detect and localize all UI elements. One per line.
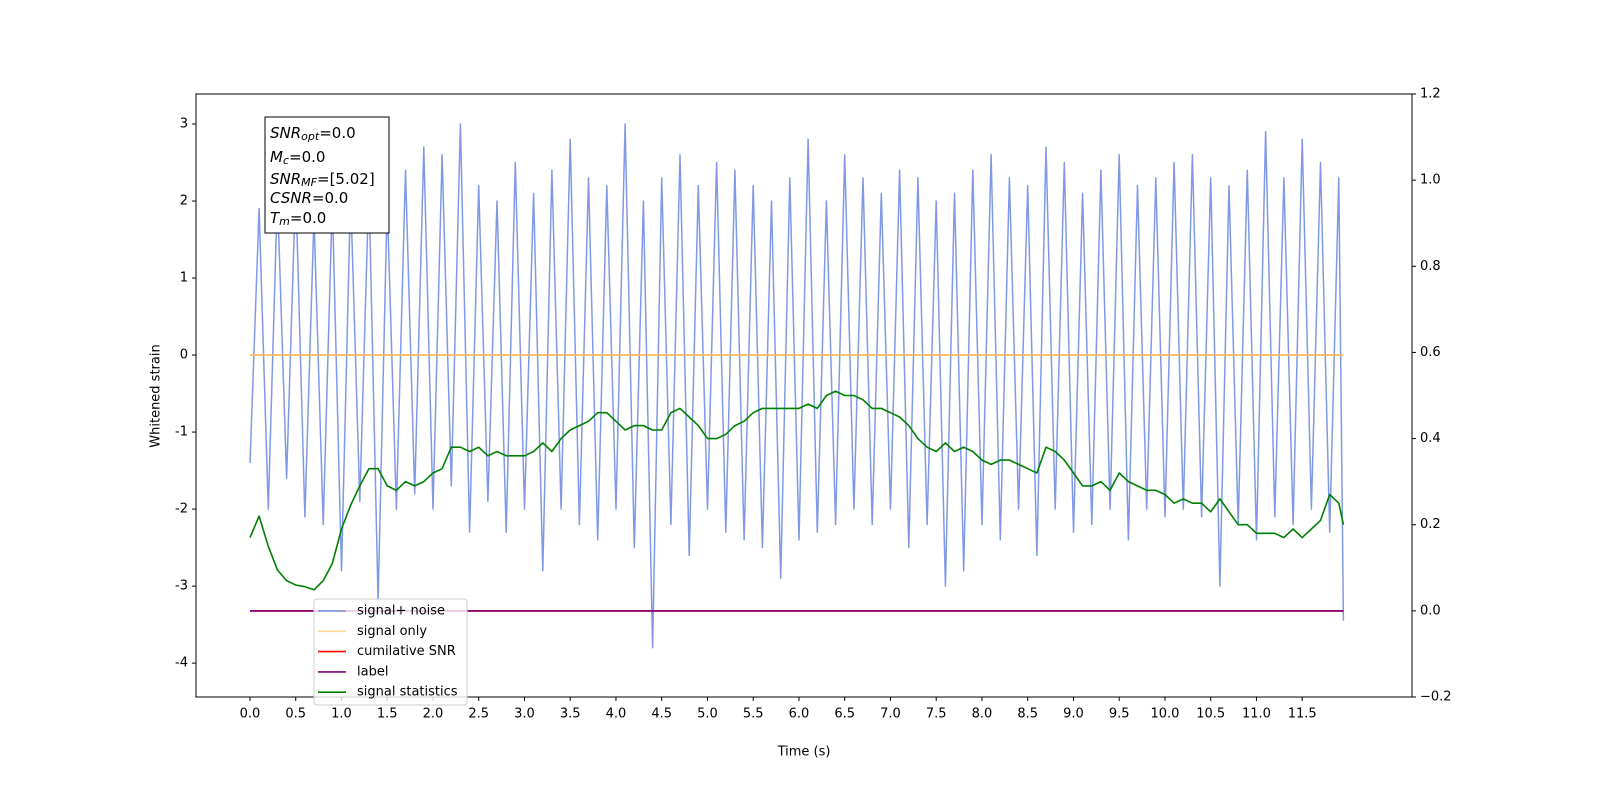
y-tick-label: -1: [175, 425, 188, 440]
annotation-line: SNRMF=[5.02]: [270, 170, 375, 190]
annotation-symbol: SNR: [270, 124, 301, 142]
annotation-symbol: T: [270, 209, 281, 227]
x-tick-label: 7.5: [926, 707, 947, 722]
annotation-value: =0.0: [289, 148, 325, 166]
legend-label: signal only: [357, 624, 427, 639]
x-tick-label: 7.0: [880, 707, 901, 722]
annotation-line: CSNR=0.0: [270, 189, 348, 207]
data-line: [249, 123, 1345, 649]
x-tick-label: 2.0: [423, 707, 444, 722]
x-tick-label: 11.0: [1242, 707, 1271, 722]
y-tick-label: 1: [180, 271, 188, 286]
y-tick-label: -4: [175, 656, 188, 671]
x-tick-label: 3.0: [514, 707, 535, 722]
legend-label: signal+ noise: [357, 604, 445, 619]
annotation-symbol: CSNR: [270, 189, 312, 207]
y-tick-label: 2: [180, 194, 188, 209]
x-tick-label: 6.0: [789, 707, 810, 722]
legend-box: [313, 598, 468, 706]
x-tick-label: 4.0: [606, 707, 627, 722]
x-tick-label: 9.5: [1109, 707, 1130, 722]
annotation-line: SNRopt=0.0: [270, 124, 356, 144]
y-tick-label: 3: [180, 117, 188, 132]
y-tick-label: 0: [180, 348, 188, 363]
annotation-line: Mc=0.0: [270, 148, 325, 168]
annotation-box: [264, 116, 390, 234]
annotation-value: =0.0: [312, 189, 348, 207]
legend-label: signal statistics: [357, 685, 458, 700]
y2-tick-label: 0.2: [1420, 517, 1441, 532]
y2-tick-label: −0.2: [1420, 690, 1452, 705]
legend-label: cumilative SNR: [357, 644, 456, 659]
x-tick-label: 1.5: [377, 707, 398, 722]
x-tick-label: 4.5: [651, 707, 672, 722]
annotation-subscript: m: [279, 215, 290, 228]
x-tick-label: 0.5: [285, 707, 306, 722]
x-tick-label: 0.0: [240, 707, 261, 722]
y-tick-label: -3: [175, 579, 188, 594]
y2-tick-label: 0.8: [1420, 259, 1441, 274]
x-tick-label: 9.0: [1063, 707, 1084, 722]
y-axis-label: Whitened strain: [149, 344, 164, 447]
annotation-line: Tm=0.0: [270, 209, 326, 229]
x-tick-label: 5.5: [743, 707, 764, 722]
y2-tick-label: 1.2: [1420, 87, 1441, 102]
plot-frame: [195, 93, 1413, 698]
annotation-symbol: SNR: [270, 170, 301, 188]
legend-label: label: [357, 664, 388, 679]
y-tick-label: -2: [175, 502, 188, 517]
annotation-symbol: M: [270, 148, 283, 166]
y2-tick-label: 0.6: [1420, 345, 1441, 360]
x-axis-label: Time (s): [777, 745, 831, 760]
y2-tick-label: 1.0: [1420, 173, 1441, 188]
annotation-subscript: c: [283, 154, 289, 167]
x-tick-label: 3.5: [560, 707, 581, 722]
x-tick-label: 1.0: [331, 707, 352, 722]
y2-tick-label: 0.0: [1420, 603, 1441, 618]
x-tick-label: 11.5: [1288, 707, 1317, 722]
annotation-subscript: MF: [301, 176, 317, 189]
x-tick-label: 8.5: [1017, 707, 1038, 722]
x-tick-label: 8.0: [972, 707, 993, 722]
annotation-subscript: opt: [301, 130, 320, 143]
data-line: [249, 390, 1345, 591]
annotation-value: =0.0: [319, 124, 355, 142]
x-tick-label: 10.0: [1150, 707, 1179, 722]
x-tick-label: 2.5: [468, 707, 489, 722]
y2-tick-label: 0.4: [1420, 431, 1441, 446]
x-tick-label: 6.5: [834, 707, 855, 722]
annotation-value: =0.0: [290, 209, 326, 227]
x-tick-label: 10.5: [1196, 707, 1225, 722]
annotation-value: =[5.02]: [317, 170, 375, 188]
x-tick-label: 5.0: [697, 707, 718, 722]
